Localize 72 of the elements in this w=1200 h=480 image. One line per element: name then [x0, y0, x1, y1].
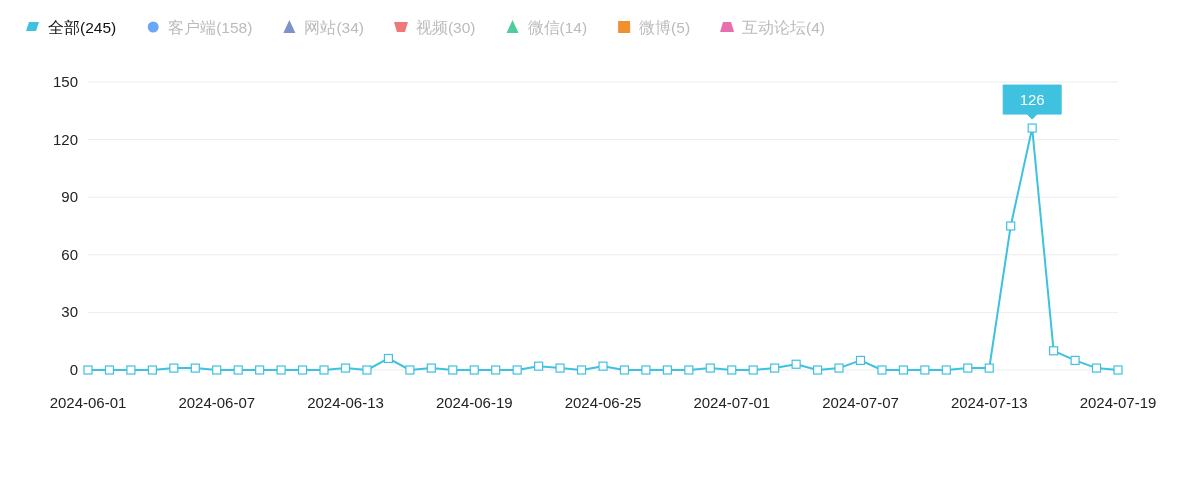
legend-label: 微信(14): [527, 18, 588, 36]
point: [319, 365, 329, 375]
point: [791, 359, 801, 369]
point: [534, 361, 544, 371]
point: [941, 365, 951, 375]
y-tick-label: 120: [52, 130, 78, 148]
x-tick-label: 2024-06-01: [49, 394, 127, 411]
point: [1006, 221, 1016, 231]
annotation: 126: [1019, 91, 1045, 109]
point: [898, 365, 909, 375]
point: [126, 365, 136, 375]
point: [169, 363, 179, 373]
y-tick-label: 60: [61, 245, 78, 263]
point: [920, 365, 930, 375]
point: [555, 363, 565, 373]
legend-label: 客户端(158): [168, 18, 253, 36]
x-tick-label: 2024-06-13: [307, 394, 384, 411]
point: [812, 365, 823, 375]
point: [190, 363, 200, 373]
y-tick-label: 0: [69, 361, 78, 378]
point: [855, 355, 866, 365]
point: [1091, 363, 1102, 373]
x-tick-label: 2024-06-25: [564, 394, 642, 411]
point: [877, 365, 887, 375]
legend-label: 全部(245): [48, 18, 117, 36]
point: [426, 363, 436, 373]
x-tick-label: 2024-06-19: [435, 394, 513, 411]
x-tick-label: 2024-07-01: [693, 394, 771, 411]
point: [276, 365, 286, 375]
point: [984, 363, 994, 373]
point: [1113, 365, 1123, 375]
point: [1049, 346, 1059, 356]
point: [576, 365, 587, 375]
point: [83, 365, 93, 375]
point: [383, 353, 394, 364]
point: [104, 365, 115, 375]
point: [448, 365, 458, 375]
y-tick-label: 90: [61, 188, 78, 206]
point: [684, 365, 694, 375]
point: [233, 365, 243, 375]
point: [1070, 355, 1080, 365]
point: [1027, 123, 1037, 133]
point: [362, 365, 372, 375]
point: [963, 363, 973, 373]
point: [297, 365, 308, 375]
point: [705, 363, 715, 373]
point: [469, 365, 479, 375]
legend-label: 互动论坛(4): [742, 18, 826, 36]
point: [727, 365, 737, 375]
legend-label: 微博(5): [639, 18, 691, 36]
point: [641, 365, 651, 375]
point: [834, 363, 844, 373]
point: [147, 365, 157, 375]
y-tick-label: 30: [61, 303, 78, 321]
point: [770, 363, 780, 373]
legend-label: 视频(30): [415, 18, 476, 36]
point: [598, 361, 608, 371]
point: [662, 365, 672, 375]
point: [619, 365, 630, 375]
point: [512, 365, 522, 375]
legend-label: 网站(34): [304, 18, 364, 36]
point: [405, 365, 415, 375]
point: [748, 365, 758, 375]
y-tick-label: 150: [52, 73, 78, 90]
point: [340, 363, 351, 373]
x-tick-label: 2024-07-13: [950, 394, 1028, 411]
point: [255, 365, 265, 375]
x-tick-label: 2024-06-07: [178, 394, 256, 411]
point: [212, 365, 222, 375]
x-tick-label: 2024-07-19: [1079, 394, 1157, 411]
x-tick-label: 2024-07-07: [822, 394, 899, 411]
point: [491, 365, 501, 375]
